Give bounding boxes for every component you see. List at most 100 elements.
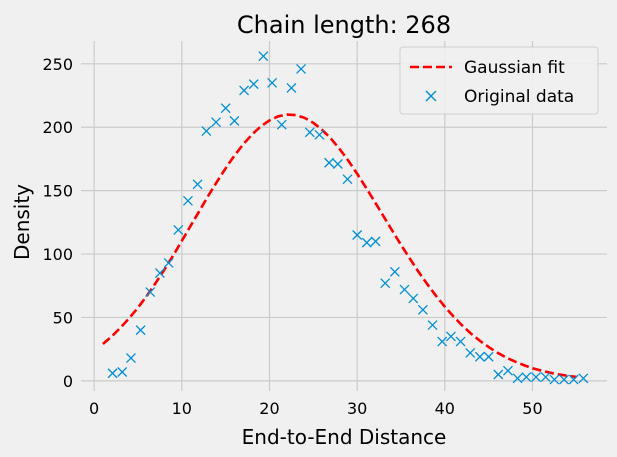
data-point-stroke — [107, 368, 118, 379]
data-point-stroke — [117, 367, 128, 377]
data-point-stroke — [201, 126, 212, 136]
data-point-stroke — [192, 179, 203, 190]
data-point-stroke — [380, 278, 391, 289]
chart-title: Chain length: 268 — [237, 11, 451, 39]
y-axis-label: Density — [10, 184, 34, 260]
data-point-stroke — [370, 236, 381, 247]
data-point — [211, 117, 221, 128]
x-axis-label: End-to-End Distance — [242, 425, 447, 449]
data-point — [408, 293, 419, 304]
data-point — [437, 336, 448, 347]
data-point-stroke — [267, 77, 278, 88]
data-point-stroke — [229, 115, 240, 126]
y-tick-label: 0 — [63, 372, 73, 391]
data-point — [276, 119, 287, 130]
data-point — [474, 351, 485, 362]
data-point-stroke — [417, 304, 428, 315]
data-point — [531, 372, 541, 383]
data-point-stroke — [126, 353, 136, 363]
y-tick-label: 250 — [42, 55, 73, 74]
data-point — [483, 351, 494, 362]
data-point — [324, 157, 335, 168]
data-point — [258, 51, 269, 62]
data-point — [201, 126, 212, 136]
data-point — [126, 353, 136, 363]
data-point-stroke — [540, 372, 551, 383]
data-point — [361, 237, 372, 248]
data-point-stroke — [211, 117, 221, 128]
x-tick-label: 40 — [435, 399, 455, 418]
data-point — [154, 268, 165, 279]
data-point-stroke — [521, 372, 532, 383]
data-point-stroke — [258, 51, 269, 62]
data-point-stroke — [578, 373, 589, 384]
data-point-stroke — [408, 293, 419, 304]
data-point-stroke — [220, 103, 231, 114]
y-tick-label: 200 — [42, 118, 73, 137]
data-point-stroke — [465, 347, 476, 358]
data-point-stroke — [437, 336, 448, 347]
data-point-stroke — [559, 374, 570, 385]
data-point — [578, 373, 589, 384]
gaussian-fit-line — [102, 113, 577, 379]
x-tick-label: 50 — [522, 399, 542, 418]
grid — [81, 41, 607, 391]
data-point — [521, 372, 532, 383]
plot-area — [102, 51, 589, 385]
data-point — [182, 195, 193, 206]
data-point-stroke — [324, 157, 335, 168]
data-point-stroke — [399, 284, 410, 295]
data-point-stroke — [276, 119, 287, 130]
data-point — [314, 129, 325, 140]
data-point-stroke — [154, 268, 165, 279]
data-point-stroke — [493, 369, 504, 380]
data-point — [445, 331, 456, 342]
data-point — [399, 284, 410, 295]
data-point — [332, 159, 343, 169]
data-point-stroke — [182, 195, 193, 206]
data-point — [512, 373, 523, 384]
x-tick-label: 20 — [259, 399, 279, 418]
data-point-stroke — [549, 374, 560, 385]
data-point — [370, 236, 381, 247]
legend-box — [399, 46, 599, 115]
y-tick-label: 50 — [53, 308, 73, 327]
data-point-stroke — [135, 325, 146, 336]
data-point — [229, 115, 240, 126]
data-point-stroke — [248, 79, 259, 90]
y-tick-labels: 0 50 100 150 200 250 — [42, 55, 73, 391]
data-point — [145, 287, 156, 298]
legend-data-label: Original data — [464, 87, 574, 107]
data-point — [417, 304, 428, 315]
data-point — [163, 257, 174, 268]
data-point — [352, 230, 363, 240]
data-point-stroke — [332, 159, 343, 169]
data-point — [549, 374, 560, 385]
data-point — [135, 325, 146, 336]
data-point-stroke — [352, 230, 363, 240]
data-point — [465, 347, 476, 358]
data-point — [192, 179, 203, 190]
data-point-stroke — [427, 320, 438, 331]
legend-data-marker — [425, 90, 437, 102]
data-point — [267, 77, 278, 88]
data-point — [493, 369, 504, 380]
data-point-stroke — [314, 129, 325, 140]
data-point-stroke — [296, 63, 307, 74]
data-point-stroke — [239, 85, 250, 96]
data-point-stroke — [474, 351, 485, 362]
data-point-stroke — [361, 237, 372, 248]
data-point — [559, 374, 570, 385]
data-point — [248, 79, 259, 90]
data-point-stroke — [445, 331, 456, 342]
data-point — [286, 82, 297, 93]
data-point — [173, 224, 184, 235]
data-point-stroke — [455, 336, 466, 347]
data-point-stroke — [163, 257, 174, 268]
data-point — [220, 103, 231, 114]
data-point-stroke — [304, 127, 315, 138]
data-point-stroke — [342, 174, 353, 185]
data-point-stroke — [286, 82, 297, 93]
data-point — [342, 174, 353, 185]
data-point-stroke — [502, 365, 513, 376]
